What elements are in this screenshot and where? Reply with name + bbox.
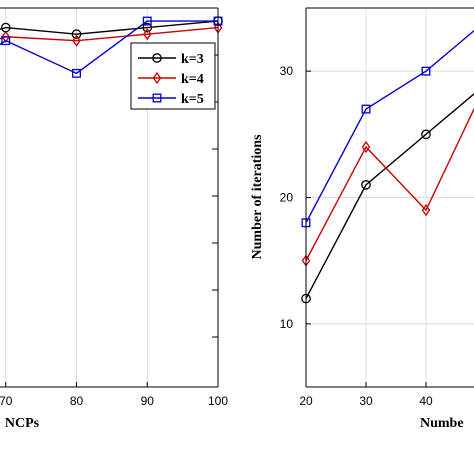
right-data-point-k=4 <box>421 203 431 217</box>
right-grid <box>306 8 474 387</box>
right-y-tick-label: 10 <box>280 317 294 331</box>
right-series-line-k=3 <box>305 92 474 299</box>
left-series-line-k=5 <box>0 20 218 75</box>
right-series-line-k=4 <box>305 107 474 261</box>
right-y-axis-title: Number of iterations <box>250 134 265 259</box>
left-chart: 70 80 90 100 NCPs k=3 k=4 k=5 <box>0 7 228 431</box>
left-x-tick-label: 90 <box>141 394 155 408</box>
left-data-point-k=3 <box>142 22 153 33</box>
left-data-point-k=4 <box>72 34 81 47</box>
left-x-tick-label: 80 <box>70 394 84 408</box>
right-series-line-k=5 <box>305 29 474 224</box>
left-x-ticks: 70 80 90 100 <box>0 382 228 408</box>
legend-label-k=5: k=5 <box>181 92 204 107</box>
legend-marker-k=3 <box>152 53 162 63</box>
left-x-axis-title: NCPs <box>5 416 40 431</box>
left-series <box>0 16 223 78</box>
legend: k=3 k=4 k=5 <box>130 42 216 110</box>
left-data-point-k=3 <box>71 29 82 39</box>
left-data-point-k=5 <box>142 16 152 26</box>
legend-label-k=3: k=3 <box>181 52 204 67</box>
right-chart: 10 20 30 20 30 40 Number of iterations Numbe <box>250 7 474 431</box>
right-data-point-k=3 <box>421 129 431 140</box>
right-y-tick-label: 30 <box>280 64 294 78</box>
left-x-tick-label: 100 <box>208 394 228 408</box>
left-series-line-k=4 <box>0 26 219 42</box>
right-y-ticks: 10 20 30 <box>280 64 311 331</box>
right-x-axis-title: Numbe <box>420 416 464 431</box>
left-data-point-k=5 <box>72 68 81 78</box>
right-x-tick-label: 40 <box>419 394 433 408</box>
left-x-tick-label: 70 <box>0 394 13 408</box>
right-y-tick-label: 20 <box>280 191 294 205</box>
legend-marker-k=5 <box>152 93 162 103</box>
left-data-point-k=4 <box>142 28 152 41</box>
right-x-tick-label: 30 <box>359 394 373 408</box>
right-data-point-k=4 <box>361 140 371 154</box>
legend-entries: k=3 k=4 k=5 <box>138 52 204 107</box>
left-series-line-k=3 <box>0 20 219 35</box>
right-series <box>301 29 474 304</box>
right-data-point-k=5 <box>361 104 371 114</box>
right-data-point-k=5 <box>421 66 431 76</box>
right-data-point-k=3 <box>361 180 371 190</box>
left-data-point-k=5 <box>1 36 11 46</box>
legend-marker-k=4 <box>152 71 162 85</box>
right-x-tick-label: 20 <box>299 394 313 408</box>
left-data-point-k=4 <box>1 30 11 43</box>
legend-label-k=4: k=4 <box>181 72 204 87</box>
